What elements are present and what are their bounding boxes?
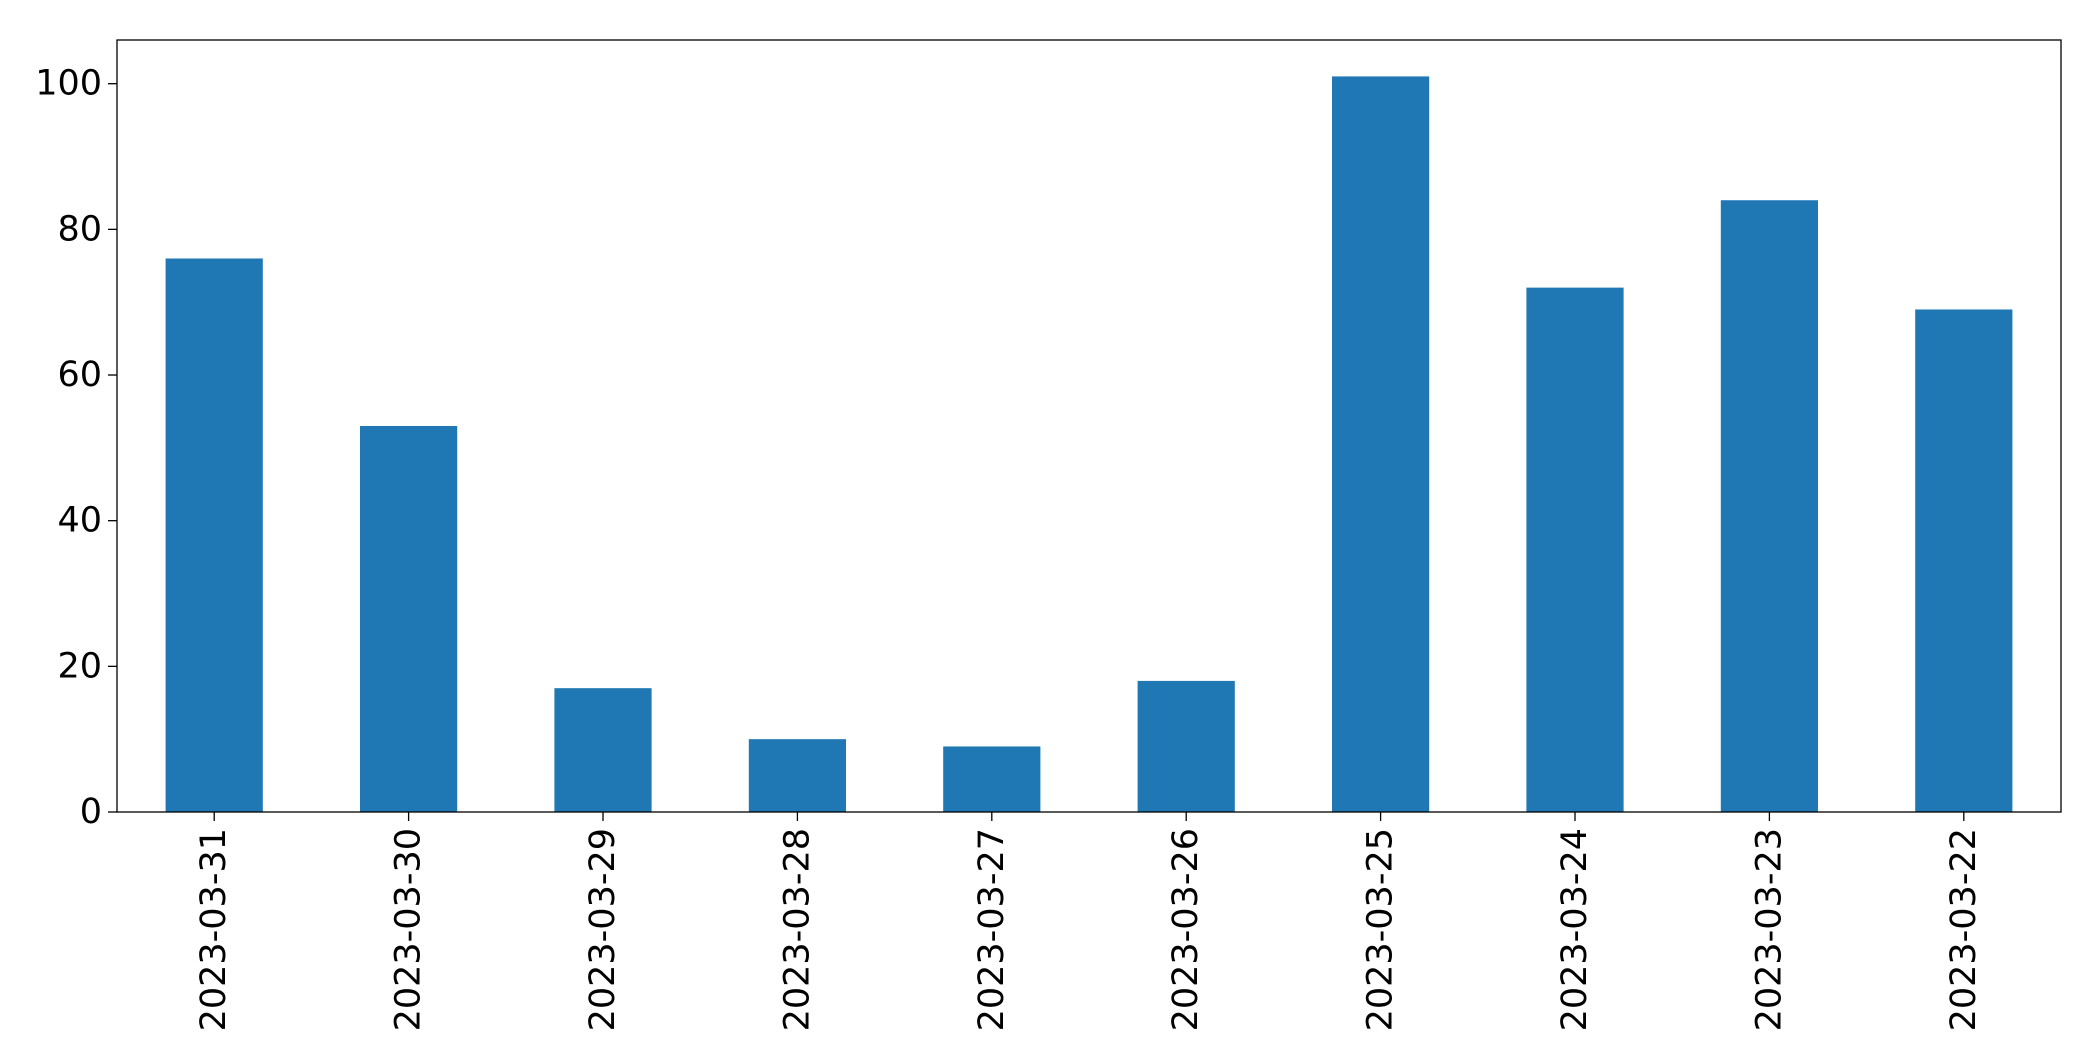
x-tick-label-2023-03-27: 2023-03-27 bbox=[972, 828, 1012, 1031]
plot-frame bbox=[116, 39, 2062, 813]
bar-2023-03-25 bbox=[1332, 76, 1430, 812]
x-tick-label-2023-03-24: 2023-03-24 bbox=[1555, 828, 1595, 1031]
y-tick-label: 40 bbox=[57, 501, 102, 541]
bar-2023-03-27 bbox=[943, 746, 1041, 812]
y-tick-label: 100 bbox=[35, 64, 102, 104]
bars-group bbox=[165, 76, 2013, 812]
bar-2023-03-29 bbox=[554, 688, 652, 812]
x-tick-label-2023-03-22: 2023-03-22 bbox=[1944, 828, 1984, 1031]
y-tick-label: 60 bbox=[57, 355, 102, 395]
bar-2023-03-31 bbox=[165, 258, 263, 812]
bar-2023-03-30 bbox=[360, 426, 458, 812]
x-tick-label-2023-03-25: 2023-03-25 bbox=[1361, 828, 1401, 1031]
bar-2023-03-26 bbox=[1137, 680, 1235, 812]
bar-2023-03-23 bbox=[1720, 200, 1818, 812]
y-axis: 0 20 40 60 80 100 bbox=[35, 64, 117, 832]
x-tick-label-2023-03-23: 2023-03-23 bbox=[1749, 828, 1789, 1031]
x-axis: 2023-03-31 2023-03-30 2023-03-29 2023-03-28… bbox=[194, 812, 1984, 1031]
x-tick-label-2023-03-30: 2023-03-30 bbox=[389, 828, 429, 1031]
y-tick-label: 80 bbox=[57, 209, 102, 249]
x-tick-label-2023-03-29: 2023-03-29 bbox=[583, 828, 623, 1031]
y-tick-label: 20 bbox=[57, 646, 102, 686]
y-tick-label: 0 bbox=[80, 792, 102, 832]
x-tick-label-2023-03-26: 2023-03-26 bbox=[1166, 828, 1206, 1031]
x-tick-label-2023-03-31: 2023-03-31 bbox=[194, 828, 234, 1031]
x-tick-label-2023-03-28: 2023-03-28 bbox=[777, 828, 817, 1031]
bar-2023-03-22 bbox=[1915, 309, 2013, 812]
bar-2023-03-28 bbox=[748, 739, 846, 812]
bar-2023-03-24 bbox=[1526, 287, 1624, 812]
